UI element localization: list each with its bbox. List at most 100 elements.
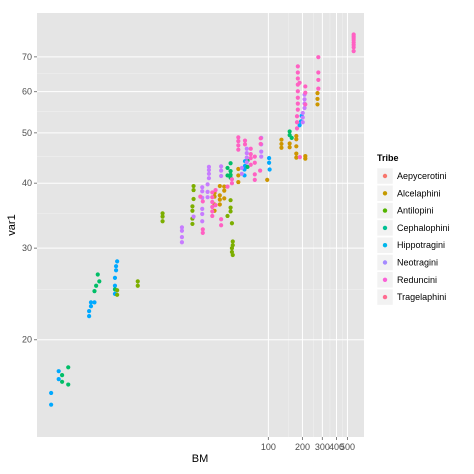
legend-marker — [382, 294, 388, 300]
data-point — [244, 146, 249, 151]
legend-label: Hippotragini — [397, 240, 445, 250]
y-tick-label: 30 — [22, 243, 32, 253]
data-point — [217, 193, 222, 198]
data-point — [228, 205, 233, 210]
data-point — [66, 365, 71, 370]
data-point — [219, 164, 224, 169]
data-point — [49, 402, 54, 407]
y-tick-label: 20 — [22, 335, 32, 345]
y-tick-label: 40 — [22, 178, 32, 188]
y-tick-label: 70 — [22, 52, 32, 62]
data-point — [115, 259, 120, 264]
data-point — [191, 214, 196, 219]
data-point — [206, 164, 212, 169]
data-point — [236, 147, 241, 152]
data-point — [112, 275, 118, 280]
data-point — [259, 149, 264, 154]
data-point — [179, 235, 185, 240]
data-point — [113, 268, 119, 273]
data-point — [295, 70, 300, 75]
data-point — [113, 264, 119, 269]
data-point — [229, 221, 235, 226]
data-point — [190, 204, 195, 209]
data-point — [244, 160, 249, 165]
legend: Tribe Aepycerotini Alcelaphini Antilopini C… — [376, 153, 450, 306]
data-point — [297, 80, 302, 85]
data-point — [297, 123, 302, 128]
data-point — [190, 208, 195, 213]
data-point — [88, 304, 94, 309]
data-point — [200, 230, 205, 235]
data-point — [115, 292, 120, 297]
data-point — [190, 221, 195, 227]
data-point — [229, 181, 235, 186]
data-point — [135, 283, 140, 288]
y-axis: 20 30 40 50 60 70 — [22, 52, 37, 345]
data-point — [200, 206, 205, 211]
data-point — [248, 146, 253, 151]
x-tick-label: 300 — [315, 442, 330, 452]
data-point — [205, 195, 210, 200]
legend-label: Alcelaphini — [397, 188, 441, 198]
data-point — [287, 129, 292, 134]
data-point — [225, 213, 230, 219]
data-point — [267, 167, 272, 172]
data-point — [210, 190, 215, 195]
data-point — [179, 225, 185, 230]
data-point — [200, 219, 205, 224]
data-point — [287, 141, 292, 146]
data-point — [210, 195, 215, 200]
y-tick-label: 50 — [22, 128, 32, 138]
data-point — [222, 184, 227, 189]
data-point — [351, 32, 356, 37]
data-point — [135, 279, 140, 284]
data-point — [303, 156, 308, 161]
data-point — [87, 314, 92, 319]
data-point — [59, 372, 65, 378]
data-point — [300, 115, 305, 120]
data-point — [316, 86, 321, 91]
legend-item: Hippotragini — [376, 236, 445, 254]
data-point — [217, 202, 222, 207]
data-point — [219, 217, 224, 222]
data-point — [302, 97, 307, 102]
data-point — [179, 240, 185, 245]
data-point — [228, 198, 233, 203]
legend-entries: Aepycerotini Alcelaphini Antilopini Cephalo… — [376, 167, 450, 306]
data-point — [88, 300, 94, 305]
data-point — [95, 272, 100, 277]
data-point — [236, 138, 241, 144]
data-point — [302, 105, 307, 111]
data-point — [230, 243, 235, 248]
legend-item: Neotragini — [376, 254, 438, 271]
data-point — [303, 90, 308, 95]
data-point — [315, 102, 320, 107]
data-point — [191, 187, 196, 193]
data-point — [206, 171, 212, 176]
data-point — [300, 120, 305, 125]
minor-gridlines — [37, 13, 364, 437]
data-point — [315, 96, 320, 102]
x-tick-label: 100 — [261, 442, 276, 452]
data-point — [300, 110, 305, 116]
data-point — [279, 137, 284, 142]
data-point — [252, 177, 257, 182]
data-point — [315, 91, 320, 96]
data-point — [294, 137, 299, 142]
data-point — [160, 219, 165, 224]
data-point — [236, 166, 241, 172]
data-point — [265, 177, 270, 182]
data-point — [244, 151, 249, 156]
data-point — [316, 55, 321, 60]
data-point — [279, 145, 284, 150]
legend-item: Reduncini — [376, 271, 437, 289]
legend-label: Neotragini — [397, 258, 438, 268]
data-point — [228, 169, 233, 174]
data-point — [56, 376, 61, 382]
data-point — [59, 379, 65, 384]
data-point — [259, 154, 264, 159]
data-point — [245, 164, 250, 169]
data-point — [266, 156, 272, 161]
data-point — [213, 203, 218, 208]
data-point — [295, 76, 300, 81]
